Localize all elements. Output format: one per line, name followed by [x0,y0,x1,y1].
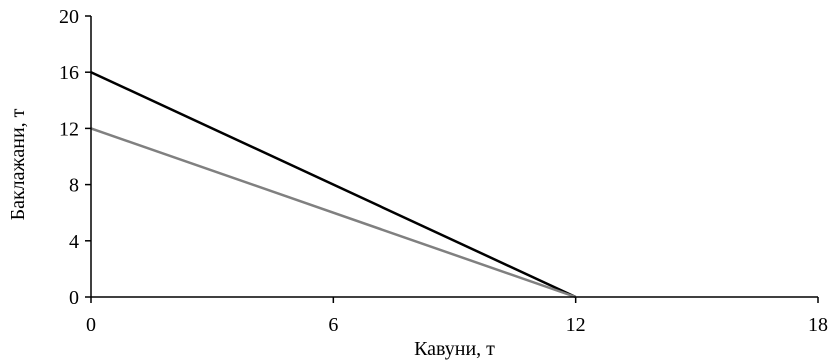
x-axis-title: Кавуни, т [414,338,495,360]
series-line [90,127,577,299]
series-line [90,71,577,299]
ticks-layer: 0 4 8 12 16 20 0 6 12 18 [59,6,828,336]
y-tick-label: 20 [59,6,79,28]
y-tick-label: 8 [69,175,79,197]
y-tick-label: 16 [59,62,79,84]
x-tick-label: 12 [566,314,586,336]
y-axis-title: Баклажани, т [7,108,29,220]
y-tick-label: 12 [59,118,79,140]
y-tick-label: 4 [69,231,79,253]
series-layer [90,71,577,299]
x-tick-label: 0 [86,314,96,336]
x-tick-label: 18 [808,314,828,336]
y-tick-label: 0 [69,287,79,309]
x-tick-label: 6 [328,314,338,336]
